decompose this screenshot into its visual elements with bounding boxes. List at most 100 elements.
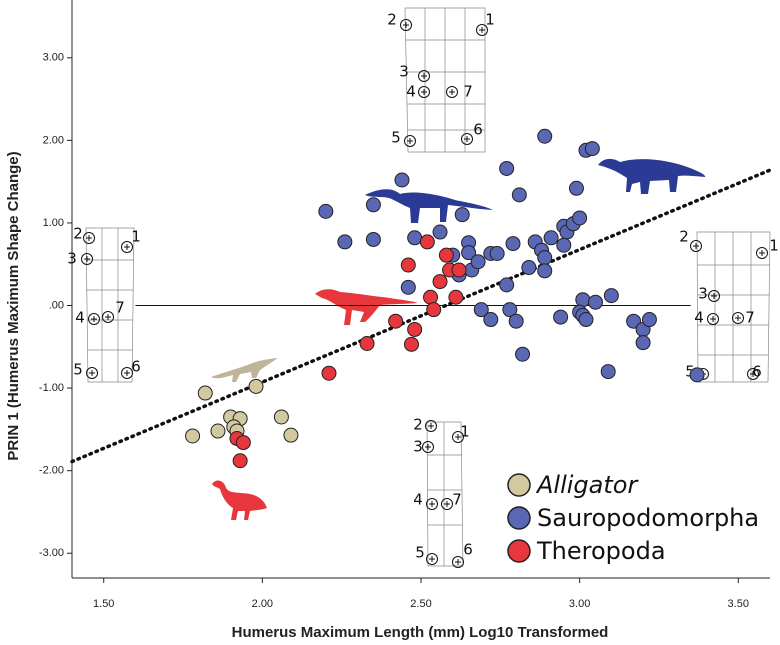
landmark-cross: [429, 501, 435, 507]
landmark: [441, 498, 453, 510]
landmark: [446, 86, 458, 98]
point: [235, 435, 251, 451]
point: [185, 428, 201, 444]
landmark-label: 6: [473, 121, 483, 139]
point: [432, 224, 448, 240]
landmark-label: 4: [406, 83, 416, 101]
legend-marker: [507, 539, 531, 563]
point: [689, 367, 705, 383]
point: [470, 254, 486, 270]
landmark: [425, 420, 437, 432]
y-tick-label: 1.00: [43, 217, 64, 229]
point: [568, 180, 584, 196]
y-axis-title: PRIN 1 (Humerus Maximum Shape Change): [5, 151, 22, 460]
point: [641, 312, 657, 328]
landmark-label: 7: [463, 83, 473, 101]
landmark-label: 1: [769, 237, 779, 255]
landmark: [418, 70, 430, 82]
point: [626, 313, 642, 329]
landmark-cross: [428, 423, 434, 429]
landmark-label: 1: [485, 11, 495, 29]
point: [403, 336, 419, 352]
landmark: [476, 24, 488, 36]
landmark-cross: [693, 243, 699, 249]
landmark-label: 6: [752, 363, 762, 381]
landmark-label: 3: [413, 438, 423, 456]
point: [454, 207, 470, 223]
landmark-label: 7: [745, 309, 755, 327]
point: [473, 302, 489, 318]
landmark-cross: [759, 250, 765, 256]
landmark: [418, 86, 430, 98]
y-tick-label: 3.00: [43, 52, 64, 64]
point: [584, 141, 600, 157]
landmark-cross: [479, 27, 485, 33]
point: [432, 274, 448, 290]
landmark-cross: [750, 371, 756, 377]
landmark: [426, 498, 438, 510]
point: [578, 312, 594, 328]
point: [394, 172, 410, 188]
landmark: [426, 553, 438, 565]
landmark: [400, 19, 412, 31]
landmark: [461, 133, 473, 145]
x-tick-label: 3.50: [728, 598, 749, 610]
landmark-label: 2: [73, 225, 83, 243]
point: [273, 409, 289, 425]
landmark: [86, 367, 98, 379]
point: [543, 230, 559, 246]
point: [635, 335, 651, 351]
landmark: [452, 431, 464, 443]
point: [318, 203, 334, 219]
crocodile-silhouette: [211, 358, 278, 382]
point: [575, 292, 591, 308]
landmark-cross: [421, 73, 427, 79]
landmark-cross: [735, 315, 741, 321]
legend-marker: [507, 473, 531, 497]
landmark-cross: [464, 136, 470, 142]
landmark-cross: [86, 235, 92, 241]
landmark-cross: [91, 316, 97, 322]
landmark-label: 3: [67, 250, 77, 268]
landmark-cross: [124, 370, 130, 376]
point: [505, 236, 521, 252]
landmark-label: 5: [73, 361, 83, 379]
landmark-label: 4: [413, 491, 423, 509]
landmark-label: 2: [413, 416, 423, 434]
point: [365, 231, 381, 247]
landmark: [756, 247, 768, 259]
landmark: [88, 313, 100, 325]
point: [359, 335, 375, 351]
landmark-cross: [124, 244, 130, 250]
x-tick-label: 2.50: [410, 598, 431, 610]
landmark-label: 7: [115, 299, 125, 317]
landmark: [732, 312, 744, 324]
inset-frame: [85, 7, 771, 567]
point: [511, 187, 527, 203]
point: [556, 237, 572, 253]
landmark: [404, 135, 416, 147]
point: [426, 302, 442, 318]
landmark-cross: [444, 501, 450, 507]
x-tick-label: 3.00: [569, 598, 590, 610]
landmark: [452, 556, 464, 568]
landmark-label: 1: [131, 228, 141, 246]
x-axis-title: Humerus Maximum Length (mm) Log10 Transf…: [232, 624, 609, 641]
landmark-cross: [710, 316, 716, 322]
point: [407, 321, 423, 337]
y-tick-label: 2.00: [43, 134, 64, 146]
point: [448, 289, 464, 305]
landmark-cross: [711, 293, 717, 299]
point: [400, 257, 416, 273]
point: [248, 378, 264, 394]
landmark-label: 6: [131, 358, 141, 376]
landmark-cross: [455, 559, 461, 565]
point: [210, 423, 226, 439]
landmark-cross: [89, 370, 95, 376]
legend-label: Theropoda: [536, 537, 666, 565]
point: [502, 302, 518, 318]
landmark-label: 2: [387, 11, 397, 29]
point: [337, 234, 353, 250]
landmark-label: 1: [460, 423, 470, 441]
point: [521, 260, 537, 276]
